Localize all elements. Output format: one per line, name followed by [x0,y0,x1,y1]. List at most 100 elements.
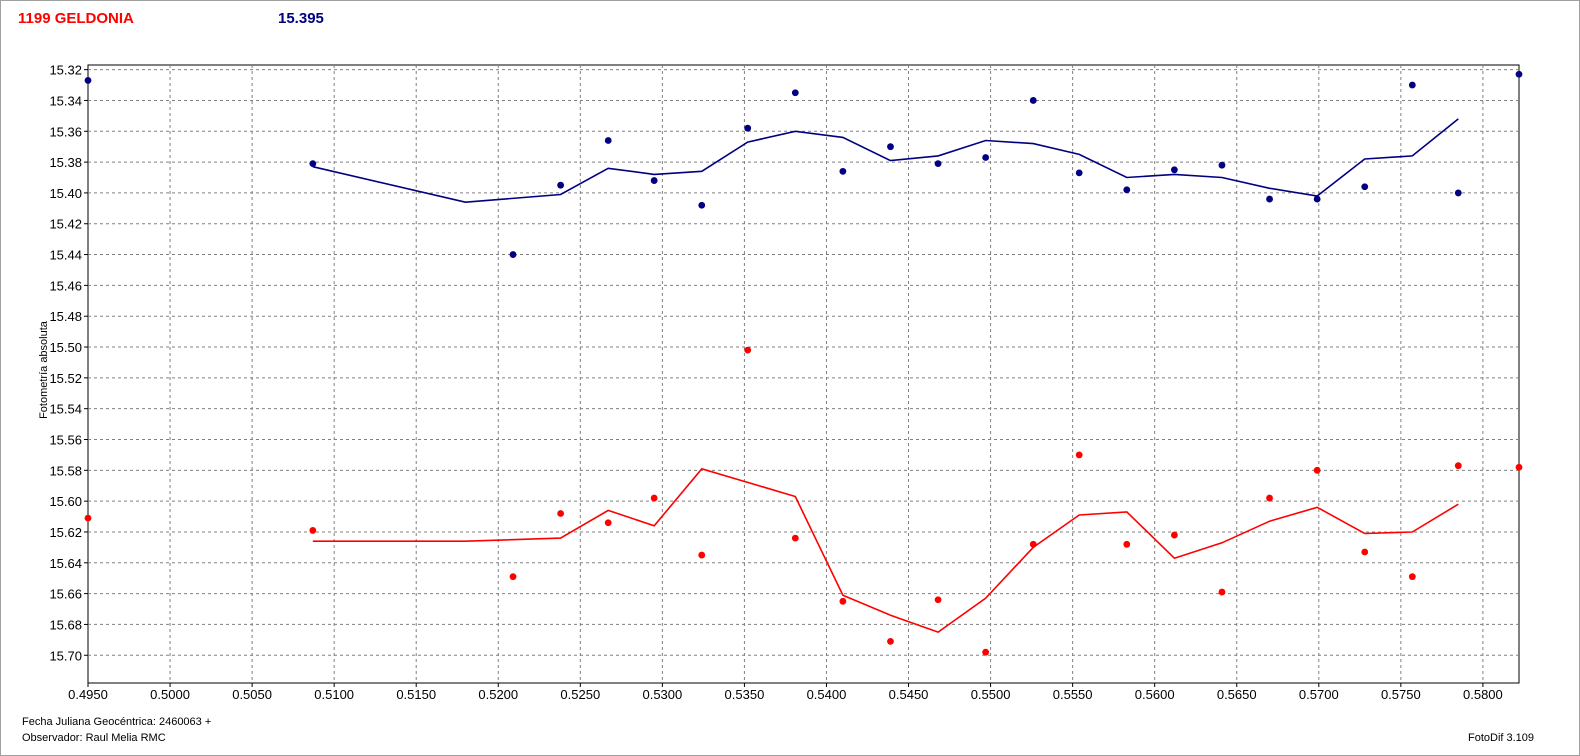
data-point-series-1 [1266,195,1273,203]
date-label: Fecha Juliana Geocéntrica: 2460063 + [22,716,212,728]
data-point-series-2 [1454,462,1462,470]
x-tick-label: 0.4950 [68,687,108,702]
data-point-series-2 [982,648,990,656]
data-point-series-2 [1075,451,1083,459]
x-tick-label: 0.5200 [478,687,518,702]
y-tick-label: 15.42 [49,217,82,232]
data-point-series-2 [509,573,517,581]
x-tick-label: 0.5500 [971,687,1011,702]
data-point-series-2 [604,519,612,527]
data-point-series-1 [309,160,317,168]
y-tick-label: 15.68 [49,617,82,632]
y-tick-label: 15.70 [49,648,82,663]
data-point-series-2 [1170,531,1178,539]
y-tick-label: 15.36 [49,124,82,139]
data-point-series-1 [604,137,612,144]
x-tick-label: 0.5450 [889,687,929,702]
reference-magnitude-label: 15.395 [278,10,324,27]
data-point-series-1 [650,177,658,184]
x-tick-label: 0.5750 [1381,687,1421,702]
x-tick-label: 0.5300 [642,687,682,702]
y-tick-label: 15.48 [49,309,82,324]
data-point-series-2 [557,510,565,517]
grid-lines [88,65,1519,683]
data-point-series-1 [1075,169,1083,177]
x-tick-label: 0.5350 [725,687,765,702]
data-point-series-1 [509,251,517,258]
data-point-series-2 [309,527,317,534]
x-tick-label: 0.5150 [396,687,436,702]
data-point-series-1 [887,143,894,151]
y-axis-label: Fotometría absoluta [38,320,50,419]
data-point-series-1 [1029,97,1037,104]
data-point-series-2 [1029,540,1037,548]
y-tick-label: 15.40 [49,186,82,201]
data-point-series-2 [1515,463,1523,471]
data-point-series-2 [744,346,752,354]
data-point-series-1 [934,160,942,168]
data-point-series-1 [1313,195,1321,203]
x-tick-label: 0.5700 [1299,687,1339,702]
data-series [84,70,1523,656]
data-point-series-1 [698,201,706,209]
x-tick-label: 0.5800 [1463,687,1503,702]
y-tick-label: 15.50 [49,340,82,355]
data-point-series-2 [839,597,847,605]
y-tick-label: 15.52 [49,371,82,386]
data-point-series-2 [698,551,706,559]
x-tick-label: 0.5600 [1135,687,1175,702]
x-tick-label: 0.5100 [314,687,354,702]
observer-label: Observador: Raul Melia RMC [22,732,166,744]
y-tick-label: 15.54 [49,402,82,417]
data-point-series-1 [1515,70,1523,78]
x-tick-label: 0.5250 [560,687,600,702]
y-axis-ticks: 15.32 15.34 15.36 15.38 15.40 15.42 15.44 15.46… [49,63,88,663]
x-tick-label: 0.5650 [1217,687,1257,702]
data-point-series-2 [84,514,92,522]
y-tick-label: 15.46 [49,278,82,293]
data-point-series-1 [1408,81,1416,89]
y-tick-label: 15.56 [49,432,82,447]
data-point-series-1 [839,167,847,175]
data-point-series-2 [650,494,658,502]
data-point-series-1 [1454,189,1462,197]
data-point-series-1 [557,181,565,189]
object-name-label: 1199 GELDONIA [18,10,134,27]
data-point-series-1 [1170,166,1178,174]
data-point-series-1 [1361,183,1369,191]
y-tick-label: 15.32 [49,63,82,78]
x-axis-ticks: 0.4950 0.5000 0.5050 0.5100 0.5150 0.5200 0.52… [68,683,1503,702]
data-point-series-2 [791,534,799,542]
plot-area [87,64,1520,684]
data-point-series-2 [1313,466,1321,474]
software-version-label: FotoDif 3.109 [1468,732,1535,744]
data-point-series-2 [1218,588,1226,596]
data-point-series-1 [791,89,799,97]
data-point-series-2 [934,596,942,604]
x-tick-label: 0.5400 [807,687,847,702]
x-tick-label: 0.5000 [150,687,190,702]
y-tick-label: 15.58 [49,463,82,478]
y-tick-label: 15.34 [49,93,82,108]
data-point-series-2 [1123,540,1131,548]
data-point-series-2 [887,637,894,645]
y-tick-label: 15.64 [49,556,82,571]
trend-line-series-2 [312,467,1459,633]
x-tick-label: 0.5550 [1053,687,1093,702]
data-point-series-1 [84,77,92,84]
y-tick-label: 15.44 [49,248,82,263]
data-point-series-1 [1123,186,1131,194]
trend-line-series-1 [312,118,1459,204]
y-tick-label: 15.38 [49,155,82,170]
data-point-series-2 [1408,573,1416,581]
data-point-series-2 [1361,548,1369,556]
data-point-series-1 [1218,161,1226,169]
y-tick-label: 15.66 [49,587,82,602]
data-point-series-1 [982,154,990,161]
x-tick-label: 0.5050 [232,687,272,702]
data-point-series-2 [1266,494,1273,502]
y-tick-label: 15.62 [49,525,82,540]
y-tick-label: 15.60 [49,494,82,509]
data-point-series-1 [744,124,752,132]
